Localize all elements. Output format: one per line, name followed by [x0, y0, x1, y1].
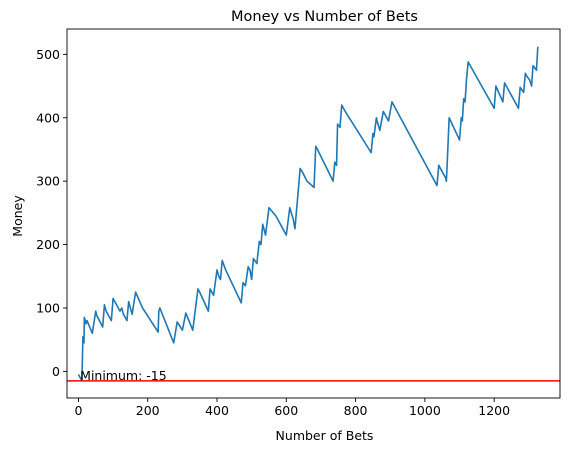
- axes-frame: [66, 28, 561, 399]
- x-tick-label: 0: [74, 403, 82, 418]
- chart-title: Money vs Number of Bets: [231, 9, 418, 25]
- x-tick-label: 1200: [478, 403, 510, 418]
- x-tick-label: 600: [274, 403, 298, 418]
- y-tick-label: 0: [52, 364, 60, 379]
- y-axis-label: Money: [10, 195, 25, 237]
- y-tick-label: 300: [36, 174, 60, 189]
- minimum-annotation: Minimum: -15: [80, 368, 167, 383]
- x-tick-label: 800: [344, 403, 368, 418]
- x-axis-label: Number of Bets: [276, 428, 374, 443]
- x-tick-label: 400: [205, 403, 229, 418]
- y-tick-label: 200: [36, 237, 60, 252]
- y-tick-label: 400: [36, 110, 60, 125]
- y-tick-label: 100: [36, 300, 60, 315]
- series-line-0: [77, 46, 539, 382]
- x-tick-label: 1000: [409, 403, 441, 418]
- x-tick-label: 200: [136, 403, 160, 418]
- y-tick-label: 500: [36, 47, 60, 62]
- plot-area: Minimum: -15 0 200 400 600 800 1000 1200 0 100 200…: [36, 28, 561, 418]
